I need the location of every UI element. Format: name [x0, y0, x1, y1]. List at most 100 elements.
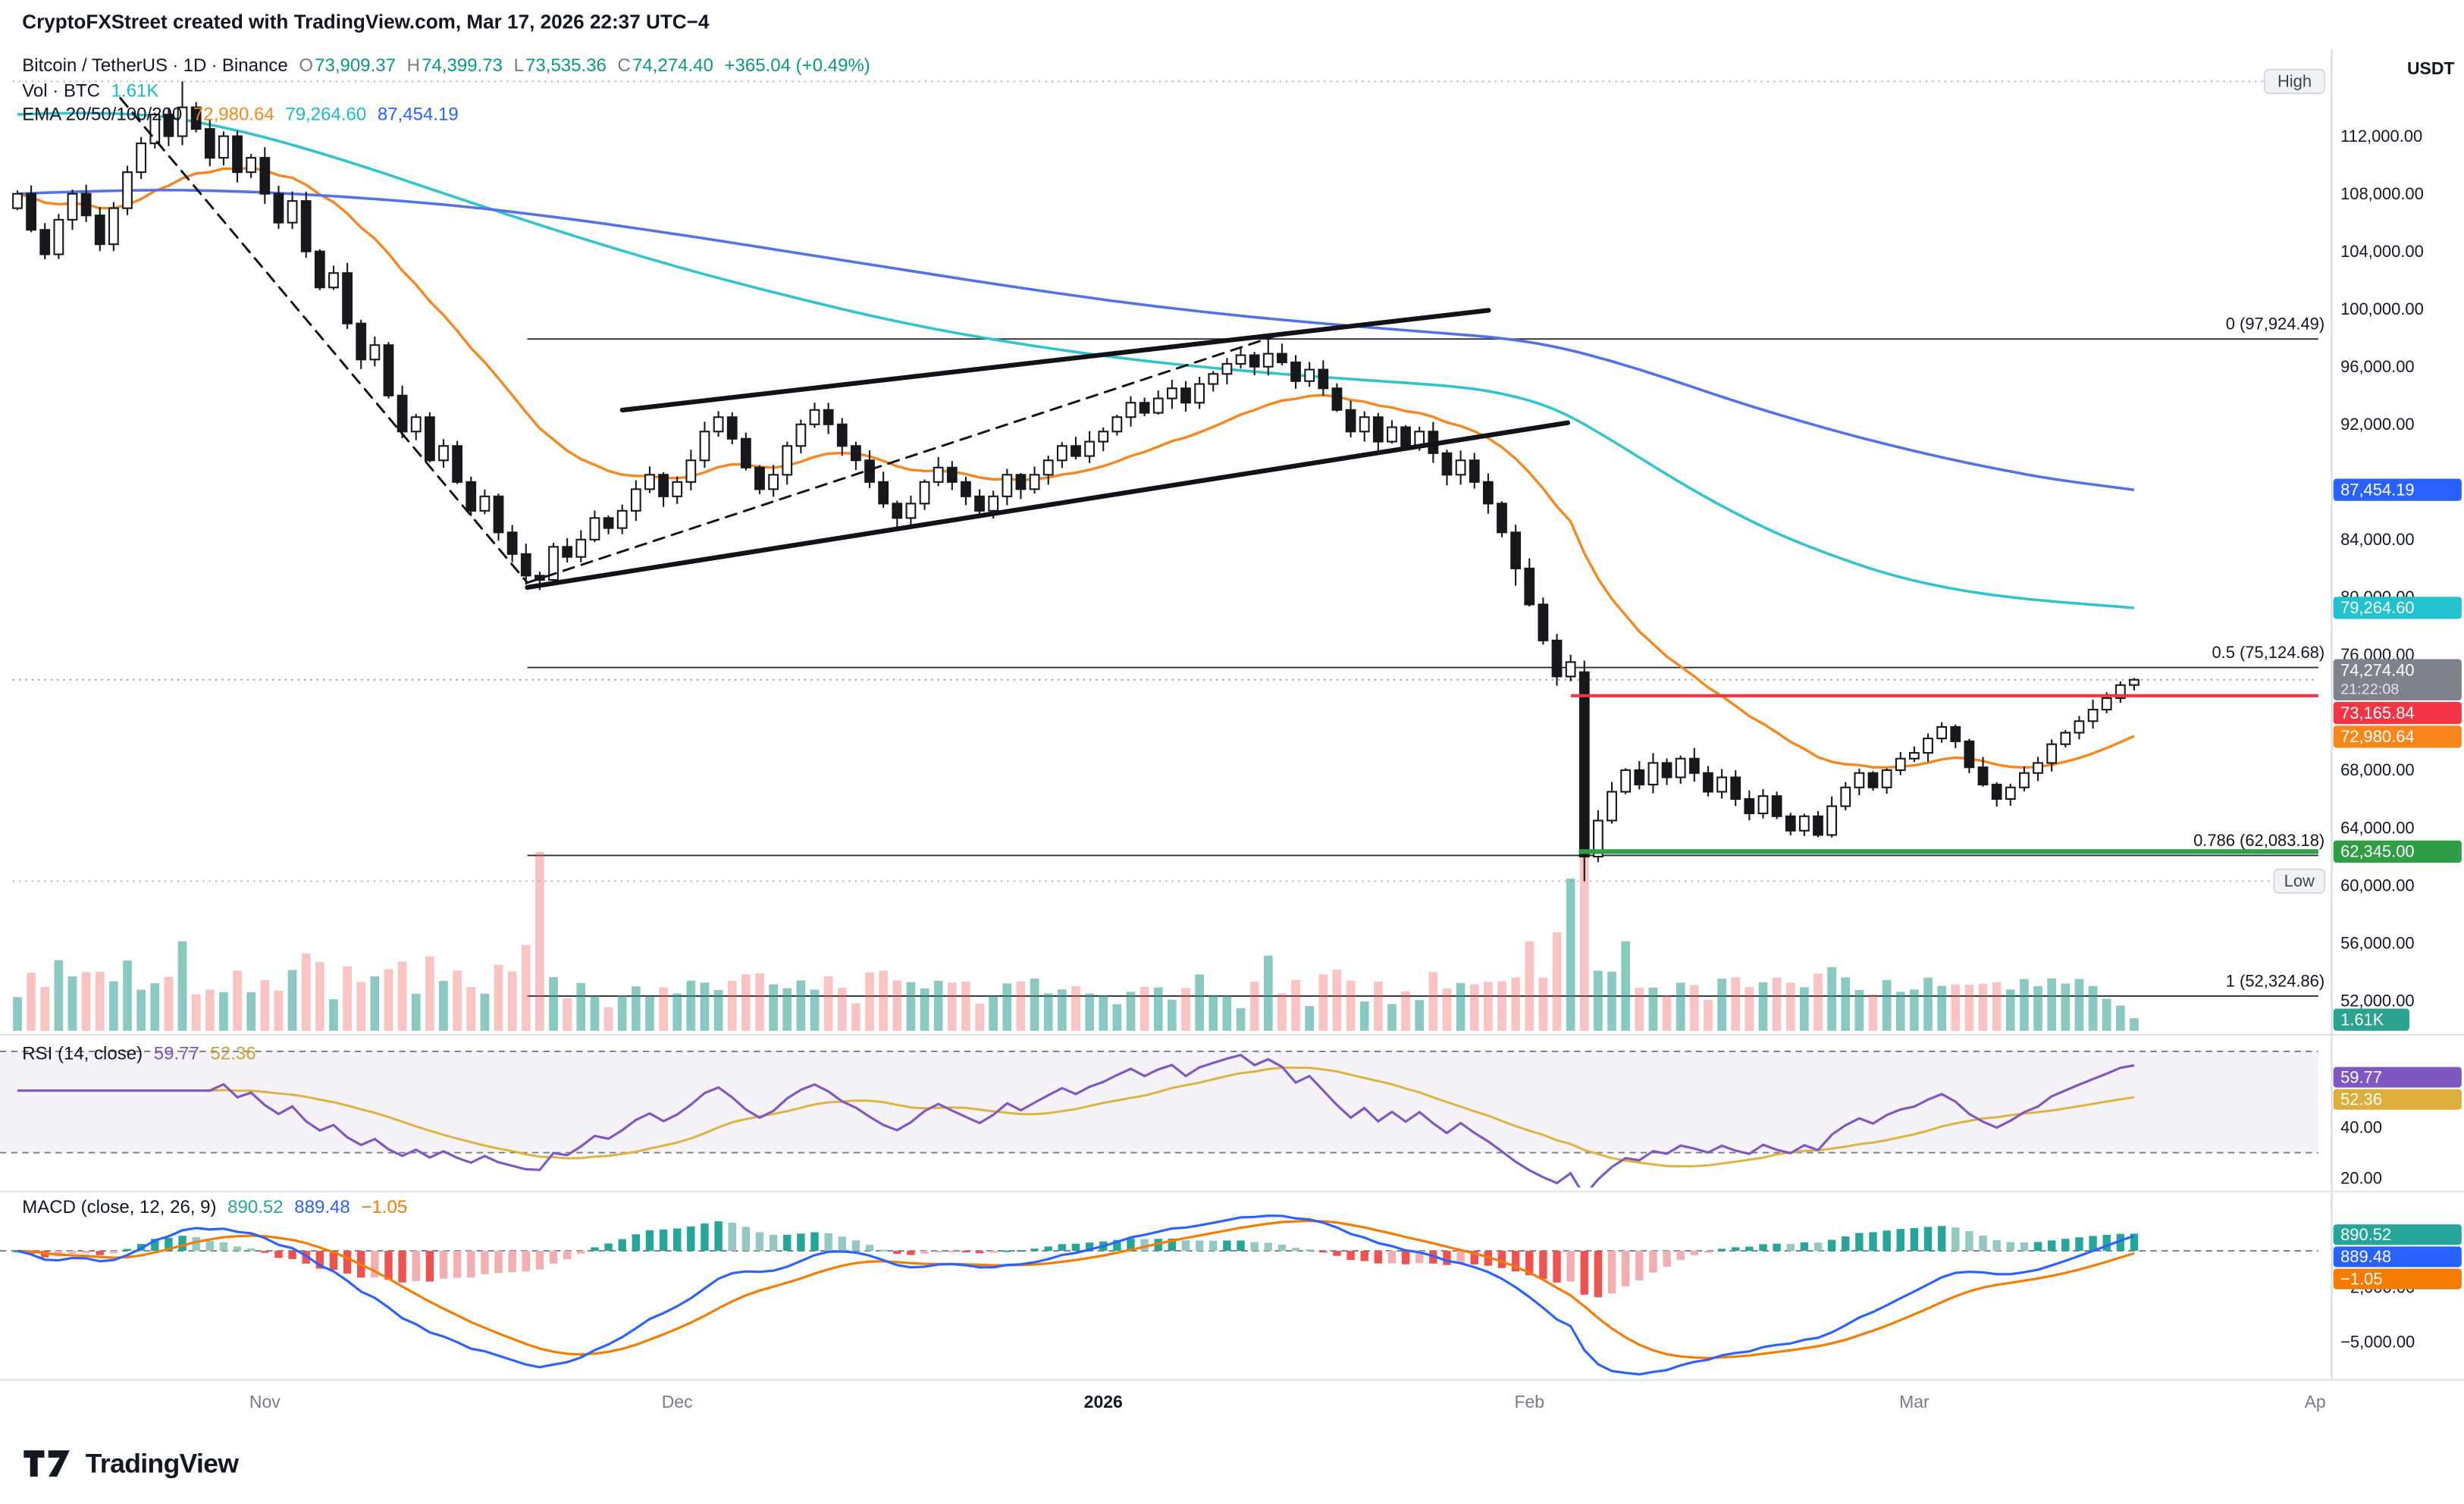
macd-hist-bar [2047, 1240, 2056, 1252]
price-axis-badge[interactable] [2333, 597, 2462, 619]
rsi-legend[interactable]: RSI (14, close) 59.77 52.36 [22, 1045, 255, 1064]
macd-hist-bar [672, 1228, 682, 1252]
volume-bar [1277, 993, 1287, 1031]
current-price-badge[interactable] [2333, 659, 2462, 700]
price-axis-badge[interactable] [2333, 478, 2462, 501]
volume-bar [1689, 985, 1699, 1031]
candle [177, 106, 188, 137]
volume-bar [713, 990, 723, 1031]
candle [466, 481, 477, 512]
macd-hist-bar [1030, 1249, 1039, 1252]
candles-layer[interactable] [12, 81, 2140, 882]
candle [410, 416, 422, 433]
volume-axis-badge[interactable] [2333, 1008, 2409, 1031]
candle [1262, 352, 1274, 368]
time-axis-label[interactable]: Feb [1514, 1392, 1544, 1412]
ema-legend[interactable]: EMA 20/50/100/200 72,980.64 79,264.60 87,45… [22, 106, 459, 125]
macd-hist-bar [508, 1251, 516, 1273]
candle [1290, 361, 1301, 382]
time-axis-label[interactable]: Ap [2305, 1392, 2326, 1412]
macd-axis-badge[interactable] [2333, 1246, 2462, 1267]
volume-bar [823, 976, 833, 1031]
time-axis-label[interactable]: 2026 [1084, 1392, 1123, 1412]
candle [2019, 772, 2030, 788]
volume-bar [1208, 995, 1218, 1031]
tradingview-logo-icon [24, 1450, 70, 1477]
price-tick-label: 104,000.00 [2340, 242, 2424, 261]
drawings-layer[interactable] [119, 97, 2331, 854]
macd-hist-bar [1209, 1240, 1218, 1252]
macd-hist-bar [1071, 1243, 1080, 1252]
volume-bar [1057, 989, 1067, 1031]
volume-bar [1016, 981, 1026, 1031]
macd-hist-bar [1017, 1250, 1025, 1252]
macd-hist-bar [82, 1251, 90, 1254]
rsi-tick-label: 20.00 [2340, 1168, 2382, 1187]
volume-bar [1456, 982, 1466, 1031]
macd-signal-line [17, 1220, 2135, 1360]
symbol-legend[interactable]: Bitcoin / TetherUS · 1D · Binance O 73,909.37 H… [22, 57, 870, 76]
volume-bar [659, 987, 668, 1031]
macd-axis-badge[interactable] [2333, 1224, 2462, 1246]
macd-axis-badge[interactable] [2333, 1268, 2462, 1289]
macd-hist-bar [1621, 1251, 1630, 1286]
macd-hist-bar [1773, 1243, 1781, 1252]
macd-pane[interactable] [0, 1214, 2318, 1376]
time-axis-label[interactable]: Nov [249, 1392, 281, 1412]
candle [2033, 762, 2043, 774]
time-axis-label[interactable]: Mar [1899, 1392, 1930, 1412]
macd-axis-badge-text: −1.05 [2340, 1269, 2382, 1288]
volume-bar [933, 980, 943, 1031]
macd-hist-bar [1896, 1229, 1904, 1252]
macd-hist-bar [302, 1251, 310, 1264]
volume-bar [1291, 979, 1300, 1031]
volume-bar [1676, 982, 1685, 1031]
candle [53, 218, 64, 255]
candle [713, 416, 724, 433]
close-label: C [617, 57, 631, 77]
macd-signal-value: −1.05 [361, 1198, 408, 1218]
macd-hist-bar [2033, 1242, 2042, 1252]
macd-legend[interactable]: MACD (close, 12, 26, 9) 890.52 889.48 −1.05 [22, 1198, 407, 1217]
candle [1180, 387, 1191, 404]
candle [1056, 445, 1067, 462]
volume-bar [1978, 983, 1988, 1031]
macd-hist-bar [1374, 1251, 1383, 1264]
volume-bar [1168, 999, 1177, 1031]
candle [1042, 459, 1054, 476]
macd-hist-bar [838, 1236, 846, 1252]
candle [836, 423, 848, 447]
volume-bar [1373, 981, 1383, 1031]
macd-hist-bar [1635, 1251, 1644, 1281]
volume-bar [1236, 1007, 1246, 1031]
volume-legend[interactable]: Vol · BTC 1.61K [22, 83, 158, 102]
candle [1345, 409, 1356, 433]
macd-hist-bar [1951, 1227, 1960, 1252]
macd-hist-bar [865, 1245, 874, 1252]
volume-bar [1662, 995, 1672, 1031]
tradingview-logo[interactable]: TradingView [22, 1446, 239, 1484]
macd-hist-bar [384, 1251, 393, 1280]
price-axis-badge[interactable] [2333, 840, 2462, 863]
rsi-axis-badge[interactable] [2333, 1067, 2462, 1088]
volume-layer[interactable] [13, 851, 2139, 1031]
macd-hist-bar [1676, 1251, 1685, 1260]
candle [630, 488, 641, 512]
time-axis-label[interactable]: Dec [662, 1392, 693, 1412]
candle [1194, 383, 1205, 404]
macd-hist-bar [2116, 1233, 2125, 1252]
price-axis-badge[interactable] [2333, 701, 2462, 725]
high-chip [2263, 68, 2326, 95]
candle [1688, 757, 1700, 774]
price-axis-badge[interactable] [2333, 725, 2462, 748]
candle [754, 466, 765, 490]
macd-hist-bar [1923, 1227, 1933, 1252]
macd-hist-bar [1456, 1251, 1465, 1264]
volume-bar [906, 982, 916, 1031]
rsi-pane[interactable] [0, 1050, 2318, 1195]
candle [616, 509, 628, 529]
volume-bar [1566, 879, 1575, 1031]
rsi-axis-badge[interactable] [2333, 1089, 2462, 1110]
candle [1359, 416, 1370, 433]
